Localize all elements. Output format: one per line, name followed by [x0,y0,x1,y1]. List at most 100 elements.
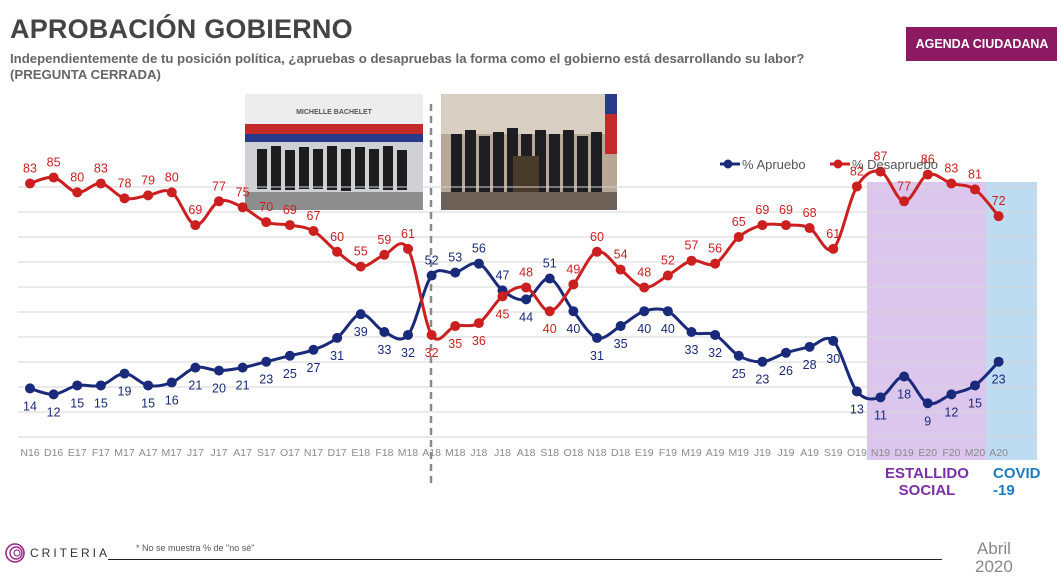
data-label-desaprueba: 45 [496,307,510,321]
data-label-aprueba: 51 [543,257,557,271]
data-point-desaprueba [993,211,1004,222]
data-point-aprueba [946,389,957,400]
data-label-aprueba: 19 [118,385,132,399]
data-point-aprueba [733,350,744,361]
data-label-desaprueba: 61 [401,227,415,241]
x-tick-label: N17 [304,447,323,459]
data-point-aprueba [284,350,295,361]
footnote: * No se muestra % de "no sé" [136,543,255,553]
data-label-aprueba: 13 [850,402,864,416]
data-label-desaprueba: 83 [944,161,958,175]
data-point-desaprueba [355,261,366,272]
data-point-desaprueba [72,187,83,198]
data-point-desaprueba [615,264,626,275]
data-point-desaprueba [403,243,413,254]
data-point-desaprueba [804,223,815,234]
data-point-aprueba [95,380,106,391]
data-point-desaprueba [899,196,910,207]
x-tick-label: J18 [494,447,511,459]
report-date: Abril 2020 [975,540,1013,576]
data-label-desaprueba: 78 [118,176,132,190]
x-tick-label: A17 [233,447,252,459]
estallido-social-label: ESTALLIDO SOCIAL [885,465,969,499]
data-point-desaprueba [568,279,579,290]
estallido-band [867,182,986,460]
data-label-aprueba: 15 [968,396,982,410]
bachelet-cabinet-photo: MICHELLE BACHELET [245,94,423,210]
x-tick-label: F17 [92,447,110,459]
data-point-aprueba [308,344,319,355]
series-line-desaprueba [29,169,1000,341]
date-year: 2020 [975,557,1013,576]
data-label-aprueba: 40 [637,322,651,336]
legend-item-aprueba-label: % Apruebo [742,157,806,172]
data-label-aprueba: 52 [425,254,439,268]
data-label-desaprueba: 32 [425,346,439,360]
data-point-aprueba [899,371,910,382]
x-tick-label: M17 [114,447,135,459]
data-point-aprueba [592,332,602,343]
data-point-aprueba [72,380,83,391]
data-point-desaprueba [875,166,886,177]
data-label-aprueba: 25 [732,367,746,381]
data-point-desaprueba [592,246,602,257]
x-tick-label: E19 [635,447,654,459]
data-point-desaprueba [851,181,862,192]
x-tick-label: A17 [139,447,158,459]
data-label-aprueba: 32 [708,346,722,360]
data-point-aprueba [355,309,366,320]
data-point-aprueba [804,341,815,352]
data-point-aprueba [710,329,721,340]
data-label-desaprueba: 60 [330,230,344,244]
data-label-desaprueba: 69 [755,203,769,217]
data-label-aprueba: 30 [826,352,840,366]
data-point-desaprueba [25,178,35,189]
legend-item-desaprueba-label: % Desapruebo [852,157,938,172]
x-tick-label: S18 [540,447,559,459]
data-point-aprueba [214,365,224,376]
data-label-desaprueba: 83 [94,161,108,175]
data-label-aprueba: 23 [259,373,273,387]
data-label-desaprueba: 80 [165,170,179,184]
covid-label-line: -19 [993,482,1015,499]
data-label-desaprueba: 36 [472,334,486,348]
data-point-aprueba [568,306,579,317]
data-label-aprueba: 23 [992,373,1006,387]
data-point-desaprueba [828,243,839,254]
x-tick-label: E20 [918,447,937,459]
data-label-aprueba: 27 [307,361,321,375]
data-label-desaprueba: 70 [259,200,273,214]
data-point-desaprueba [686,255,697,266]
data-point-aprueba [828,335,839,346]
data-label-desaprueba: 80 [70,170,84,184]
data-point-desaprueba [970,184,980,195]
data-label-desaprueba: 69 [283,203,297,217]
question-note: (PREGUNTA CERRADA) [10,67,161,82]
x-tick-label: M19 [681,447,702,459]
data-point-aprueba [403,329,413,340]
data-point-desaprueba [662,270,673,281]
data-point-aprueba [143,380,154,391]
x-tick-label: M18 [398,447,419,459]
pinera-photo-image [441,94,617,210]
data-point-desaprueba [332,246,343,257]
data-label-desaprueba: 67 [307,209,321,223]
data-label-desaprueba: 59 [377,233,391,247]
legend-item-aprueba-marker [723,159,733,169]
question-text: Independientemente de tu posición políti… [10,51,890,83]
x-tick-label: D17 [327,447,346,459]
data-point-desaprueba [497,291,508,302]
data-label-desaprueba: 87 [874,150,888,164]
x-tick-label: D18 [611,447,630,459]
x-tick-label: J17 [187,447,204,459]
data-label-aprueba: 25 [283,367,297,381]
x-tick-label: N16 [20,447,39,459]
data-label-aprueba: 39 [354,325,368,339]
data-point-desaprueba [781,220,791,231]
data-label-aprueba: 28 [803,358,817,372]
x-tick-label: F18 [375,447,393,459]
data-label-desaprueba: 77 [212,179,226,193]
data-point-aprueba [166,377,177,388]
data-point-aprueba [379,326,390,337]
data-point-aprueba [757,356,768,367]
